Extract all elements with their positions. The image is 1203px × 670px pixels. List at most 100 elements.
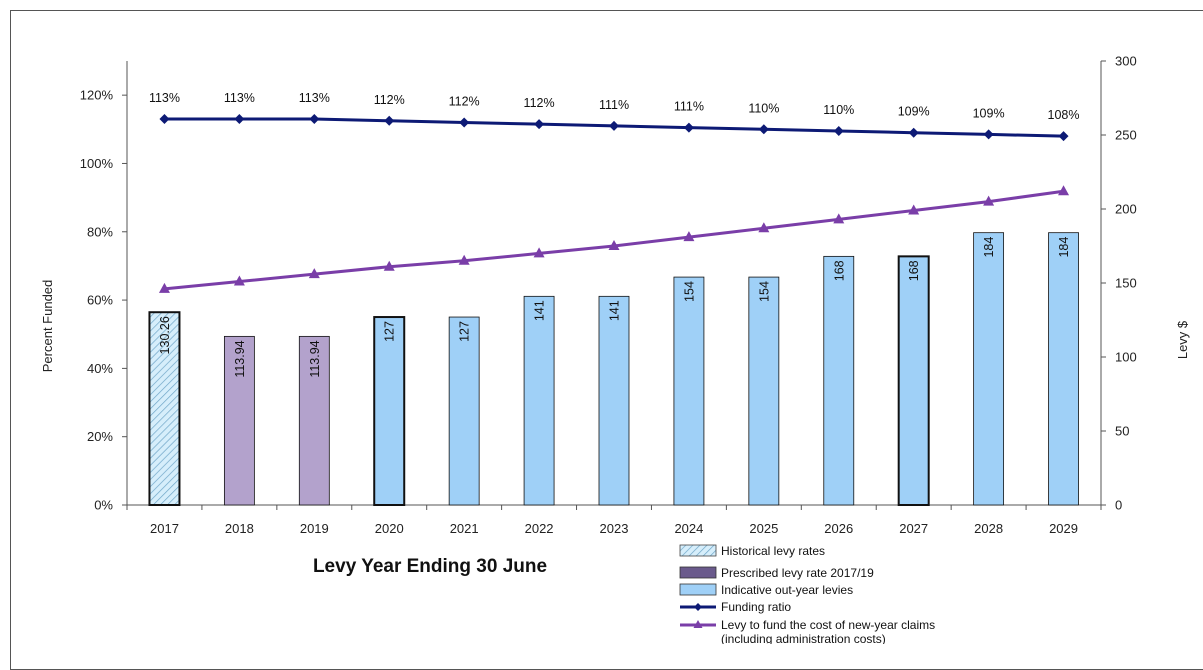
line-point (158, 282, 170, 293)
legend-label-indicative: Indicative out-year levies (721, 583, 853, 597)
bar-value-label: 154 (682, 281, 696, 302)
line-point (833, 213, 845, 224)
line-value-label: 113% (224, 91, 255, 105)
y-tick-label: 60% (87, 293, 113, 308)
bar-value-label: 154 (757, 281, 771, 302)
x-tick-label: 2028 (974, 521, 1003, 536)
x-tick-label: 2023 (600, 521, 629, 536)
line-point (683, 122, 694, 133)
line-point (159, 114, 170, 125)
x-tick-label: 2018 (225, 521, 254, 536)
line-value-label: 109% (973, 106, 1005, 120)
line-point (683, 231, 695, 242)
line-value-label: 109% (898, 105, 930, 119)
x-tick-label: 2024 (674, 521, 703, 536)
bar-value-label: 130.26 (158, 316, 172, 354)
y-axis-left: 0% 20% 40% 60% 80% 100% 120% (80, 61, 128, 513)
line-point (983, 195, 995, 206)
bar (298, 335, 330, 506)
bar-value-label: 184 (1057, 237, 1071, 258)
x-tick-label: 2022 (525, 521, 554, 536)
x-tick-label: 2019 (300, 521, 329, 536)
line-point (459, 117, 470, 128)
y-tick-label: 40% (87, 361, 113, 376)
x-axis-title: Levy Year Ending 30 June (313, 556, 547, 577)
y2-axis-title: Levy $ (1175, 320, 1190, 359)
combo-chart: 0% 20% 40% 60% 80% 100% 120% 0 50 100 150 200 250 30… (40, 54, 1190, 645)
line-point (758, 124, 769, 135)
x-tick-label: 2020 (375, 521, 404, 536)
line-point (534, 119, 545, 130)
bar-value-label: 168 (907, 260, 921, 281)
x-tick-label: 2027 (899, 521, 928, 536)
line-point (383, 260, 395, 271)
x-tick-label: 2017 (150, 521, 179, 536)
legend-swatch-historical (679, 544, 717, 557)
bar (748, 276, 780, 506)
bar-value-label: 113.94 (308, 340, 322, 377)
y2-tick-label: 100 (1115, 350, 1137, 365)
line-value-label: 110% (748, 101, 779, 115)
y2-tick-label: 250 (1115, 128, 1137, 143)
line-point (833, 126, 844, 137)
line-value-label: 111% (599, 98, 629, 112)
line-point (308, 268, 320, 279)
legend: Historical levy rates Prescribed levy ra… (679, 544, 935, 644)
y-axis-right: 0 50 100 150 200 250 300 (1100, 54, 1137, 513)
line-point (983, 129, 994, 140)
line-value-label: 112% (374, 93, 405, 107)
bar (973, 232, 1005, 506)
line-point (458, 254, 470, 265)
line-point (234, 114, 245, 125)
x-tick-label: 2021 (450, 521, 479, 536)
bar-value-label: 168 (832, 260, 846, 281)
bar (148, 311, 181, 507)
line-point (758, 222, 770, 233)
legend-swatch-prescribed (679, 566, 717, 579)
legend-swatch-levy-marker (693, 620, 703, 628)
bar (673, 276, 705, 506)
line-point (908, 127, 919, 138)
bar (1048, 232, 1079, 506)
x-tick-label: 2025 (749, 521, 778, 536)
legend-label-levy: Levy to fund the cost of new-year claims (721, 618, 935, 632)
line-value-label: 108% (1048, 108, 1080, 122)
line-point (1058, 131, 1069, 142)
legend-label-historical: Historical levy rates (721, 544, 825, 558)
bar (373, 316, 406, 507)
line-value-label: 110% (823, 103, 854, 117)
bar (448, 316, 480, 506)
bar-value-label: 113.94 (233, 340, 247, 377)
bar-value-label: 184 (982, 237, 996, 258)
x-tick-label: 2026 (824, 521, 853, 536)
line-value-label: 113% (149, 91, 180, 105)
bar-value-label: 127 (383, 321, 397, 342)
y-tick-label: 100% (80, 156, 114, 171)
y-tick-label: 0% (94, 498, 113, 513)
bar (523, 295, 555, 506)
line-value-label: 112% (449, 94, 480, 108)
y-axis-title: Percent Funded (40, 280, 55, 373)
bar (823, 255, 855, 506)
y-tick-label: 80% (87, 224, 113, 239)
legend-swatch-funding-marker (694, 603, 702, 611)
line-value-label: 111% (674, 100, 704, 114)
y2-tick-label: 200 (1115, 202, 1137, 217)
bar-value-label: 127 (458, 321, 472, 342)
line-point (233, 275, 245, 286)
bar (598, 295, 630, 506)
y2-tick-label: 150 (1115, 276, 1137, 291)
line-value-label: 112% (524, 96, 555, 110)
line-point (1058, 185, 1070, 196)
y2-tick-label: 300 (1115, 54, 1137, 69)
x-tick-label: 2029 (1049, 521, 1078, 536)
line-point (609, 120, 619, 131)
bars-layer: 130.26 113.94 113.94 127 127 141 141 154 154 168 1… (148, 232, 1079, 507)
line-point (533, 247, 545, 258)
line-value-label: 113% (299, 91, 330, 105)
y-tick-label: 20% (87, 429, 113, 444)
y2-tick-label: 50 (1115, 424, 1129, 439)
y2-tick-label: 0 (1115, 498, 1122, 513)
x-axis: 2017 2018 2019 2020 2021 2022 2023 2024 2025 2026… (126, 504, 1102, 536)
lines-layer: 113% 113% 113% 112% 112% 112% 111% 111% 110% 110%… (149, 91, 1080, 293)
